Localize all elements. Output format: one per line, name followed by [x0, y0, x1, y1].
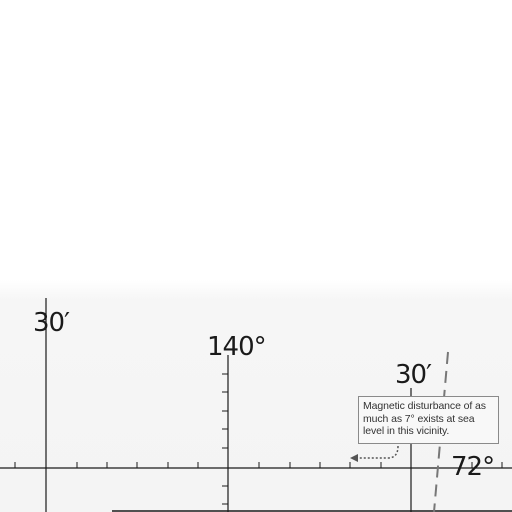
latitude-label: 72°: [451, 452, 495, 482]
leader-arrow-icon: [350, 454, 358, 462]
minute-label-left: 30′: [33, 308, 70, 338]
meridian-ticks: [222, 373, 228, 505]
minute-label-right: 30′: [395, 360, 432, 390]
leader-dotted-line: [356, 445, 399, 459]
magnetic-disturbance-note: Magnetic disturbance of as much as 7° ex…: [358, 396, 499, 444]
latitude-ticks: [14, 462, 503, 468]
longitude-label: 140°: [207, 332, 267, 362]
